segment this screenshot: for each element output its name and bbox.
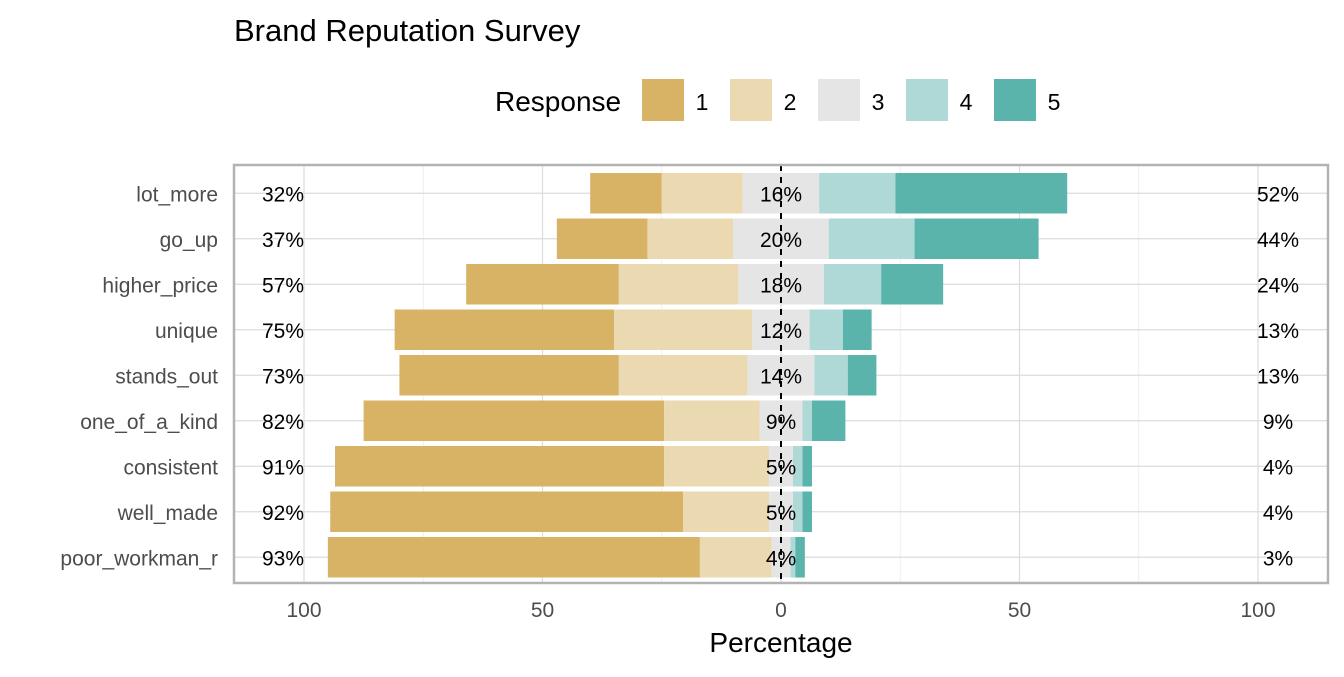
center-percent-label: 20% <box>760 229 802 252</box>
bar-consistent-response-4 <box>792 446 803 487</box>
bar-unique-response-2 <box>614 309 753 350</box>
center-percent-label: 12% <box>760 320 802 343</box>
bar-poor_workman_r-response-3 <box>771 537 791 578</box>
right-percent-label: 24% <box>1257 274 1299 297</box>
bar-well_made-response-3 <box>769 491 793 532</box>
x-tick-label: 100 <box>286 599 321 622</box>
right-percent-label: 9% <box>1263 411 1293 434</box>
y-tick-label: lot_more <box>136 183 218 206</box>
y-tick-label: go_up <box>160 229 218 252</box>
bar-unique-response-3 <box>752 309 810 350</box>
bar-go_up-response-2 <box>647 218 734 259</box>
y-tick-label: poor_workman_r <box>60 547 218 570</box>
legend-key-5 <box>994 79 1036 121</box>
left-percent-label: 93% <box>262 547 304 570</box>
x-tick-label: 50 <box>531 599 554 622</box>
x-tick-label: 50 <box>1008 599 1031 622</box>
left-percent-label: 37% <box>262 229 304 252</box>
legend-key-1 <box>642 79 684 121</box>
bar-higher_price-response-1 <box>466 264 619 305</box>
bar-unique-response-5 <box>843 309 872 350</box>
right-percent-label: 13% <box>1257 320 1299 343</box>
bar-one_of_a_kind-response-1 <box>363 400 665 441</box>
y-tick-label: unique <box>155 320 218 343</box>
y-tick-label: well_made <box>117 502 218 525</box>
y-tick-label: stands_out <box>115 365 218 388</box>
bar-lot_more-response-4 <box>819 173 896 214</box>
center-percent-label: 9% <box>766 411 796 434</box>
right-percent-label: 4% <box>1263 502 1293 525</box>
legend-label-3: 3 <box>872 89 885 115</box>
bar-unique-response-4 <box>809 309 844 350</box>
bar-higher_price-response-2 <box>618 264 739 305</box>
plot-area: 32% 16% 52% lot_more 37% 20% 44% go_up 57% 18% 24%… <box>60 163 1330 622</box>
bar-poor_workman_r-response-5 <box>795 537 805 578</box>
legend-label-2: 2 <box>784 89 797 115</box>
left-percent-label: 57% <box>262 274 304 297</box>
x-tick-label: 0 <box>775 599 787 622</box>
center-percent-label: 5% <box>766 502 796 525</box>
bar-one_of_a_kind-response-5 <box>812 400 846 441</box>
right-percent-label: 52% <box>1257 183 1299 206</box>
x-axis-label: Percentage <box>709 627 852 658</box>
center-percent-label: 18% <box>760 274 802 297</box>
left-percent-label: 91% <box>262 456 304 479</box>
legend-label-5: 5 <box>1048 89 1061 115</box>
bar-poor_workman_r-response-4 <box>790 537 796 578</box>
center-percent-label: 16% <box>760 183 802 206</box>
bar-higher_price-response-4 <box>823 264 882 305</box>
left-percent-label: 82% <box>262 411 304 434</box>
bar-well_made-response-4 <box>792 491 803 532</box>
bar-unique-response-1 <box>394 309 615 350</box>
center-percent-label: 5% <box>766 456 796 479</box>
legend-title: Response <box>495 86 621 117</box>
legend-label-4: 4 <box>960 89 973 115</box>
bar-lot_more-response-1 <box>590 173 662 214</box>
y-tick-label: one_of_a_kind <box>80 411 218 434</box>
bar-stands_out-response-4 <box>814 355 848 396</box>
bar-stands_out-response-2 <box>618 355 748 396</box>
bar-consistent-response-5 <box>802 446 813 487</box>
bar-go_up-response-5 <box>914 218 1039 259</box>
bar-higher_price-response-5 <box>881 264 944 305</box>
left-percent-label: 92% <box>262 502 304 525</box>
x-tick-label: 100 <box>1240 599 1275 622</box>
bar-stands_out-response-1 <box>399 355 619 396</box>
bar-one_of_a_kind-response-4 <box>802 400 813 441</box>
bar-lot_more-response-2 <box>661 173 743 214</box>
center-percent-label: 4% <box>766 547 796 570</box>
bar-consistent-response-2 <box>664 446 770 487</box>
bar-stands_out-response-5 <box>847 355 877 396</box>
right-percent-label: 3% <box>1263 547 1293 570</box>
bar-one_of_a_kind-response-2 <box>664 400 760 441</box>
legend-key-2 <box>730 79 772 121</box>
center-percent-label: 14% <box>760 365 802 388</box>
left-percent-label: 32% <box>262 183 304 206</box>
bar-well_made-response-1 <box>330 491 684 532</box>
legend-key-4 <box>906 79 948 121</box>
legend: Response 1 2 3 4 5 <box>495 79 1060 121</box>
bar-poor_workman_r-response-2 <box>699 537 772 578</box>
bar-lot_more-response-5 <box>895 173 1068 214</box>
y-tick-label: consistent <box>123 456 218 479</box>
legend-label-1: 1 <box>696 89 709 115</box>
left-percent-label: 73% <box>262 365 304 388</box>
left-percent-label: 75% <box>262 320 304 343</box>
right-percent-label: 4% <box>1263 456 1293 479</box>
panel-border <box>232 163 1330 585</box>
bar-go_up-response-1 <box>556 218 648 259</box>
right-percent-label: 44% <box>1257 229 1299 252</box>
right-percent-label: 13% <box>1257 365 1299 388</box>
y-tick-label: higher_price <box>102 274 218 297</box>
bar-consistent-response-1 <box>335 446 665 487</box>
bar-well_made-response-2 <box>683 491 770 532</box>
bar-poor_workman_r-response-1 <box>327 537 700 578</box>
bar-go_up-response-4 <box>828 218 915 259</box>
legend-key-3 <box>818 79 860 121</box>
chart-title: Brand Reputation Survey <box>234 13 581 48</box>
bar-well_made-response-5 <box>802 491 813 532</box>
